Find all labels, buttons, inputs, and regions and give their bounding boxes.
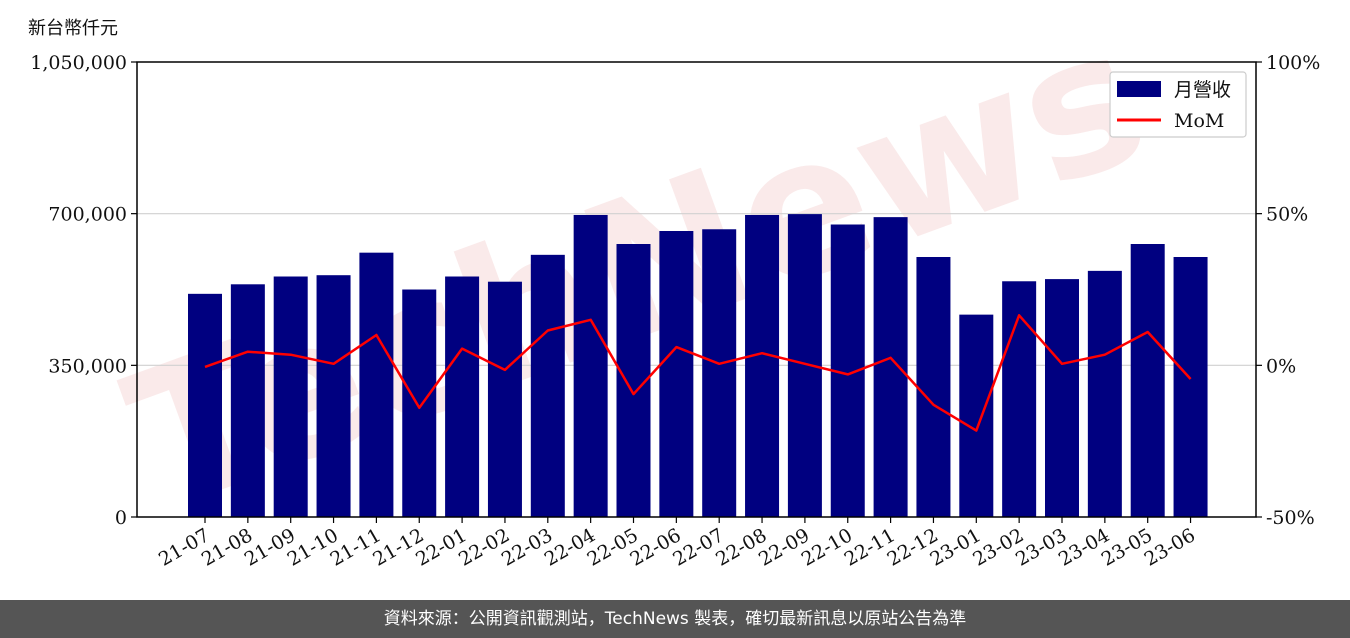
bar-21-10 — [316, 275, 351, 517]
bar-22-03 — [530, 254, 565, 518]
bar-23-05 — [1130, 244, 1165, 517]
legend-label-revenue: 月營收 — [1174, 79, 1231, 101]
bar-21-07 — [188, 293, 222, 517]
y-tick-label: 0 — [115, 507, 127, 529]
bar-21-12 — [402, 289, 437, 517]
bar-22-01 — [445, 276, 480, 517]
y-tick-label: 700,000 — [48, 204, 127, 226]
bar-21-08 — [230, 284, 265, 517]
bar-23-02 — [1002, 281, 1037, 517]
bar-22-06 — [659, 231, 694, 517]
y2-tick-label: 50% — [1266, 204, 1308, 226]
revenue-chart: TechNews 0350,000700,0001,050,000-50%0%5… — [30, 0, 1320, 571]
bar-21-09 — [273, 276, 308, 517]
bar-22-02 — [487, 281, 522, 517]
y-tick-label: 1,050,000 — [30, 52, 127, 74]
source-footer: 資料來源：公開資訊觀測站，TechNews 製表，確切最新訊息以原站公告為準 — [0, 600, 1350, 638]
bar-22-04 — [573, 214, 608, 517]
bar-23-01 — [959, 314, 994, 517]
legend-swatch-bar — [1117, 81, 1161, 97]
mom-line — [204, 314, 1192, 432]
y2-tick-label: -50% — [1266, 507, 1315, 529]
legend: 月營收 MoM — [1109, 71, 1247, 138]
legend-label-mom: MoM — [1174, 110, 1224, 132]
mom-line-series — [204, 314, 1192, 432]
y2-tick-label: 0% — [1266, 355, 1296, 377]
bar-23-06 — [1173, 257, 1208, 517]
bar-22-11 — [873, 217, 908, 517]
bar-21-11 — [359, 252, 394, 517]
plot-frame — [136, 61, 1257, 518]
x-tick-label: 23-06 — [1141, 524, 1199, 570]
bar-23-04 — [1087, 270, 1122, 517]
bar-22-12 — [916, 257, 951, 517]
y-axis-unit-label: 新台幣仟元 — [28, 18, 118, 39]
y2-tick-label: 100% — [1266, 52, 1320, 74]
bar-series — [188, 214, 1208, 518]
bar-23-03 — [1045, 279, 1079, 517]
bar-22-08 — [745, 214, 780, 517]
bar-22-07 — [702, 229, 737, 517]
y-tick-label: 350,000 — [48, 355, 127, 377]
